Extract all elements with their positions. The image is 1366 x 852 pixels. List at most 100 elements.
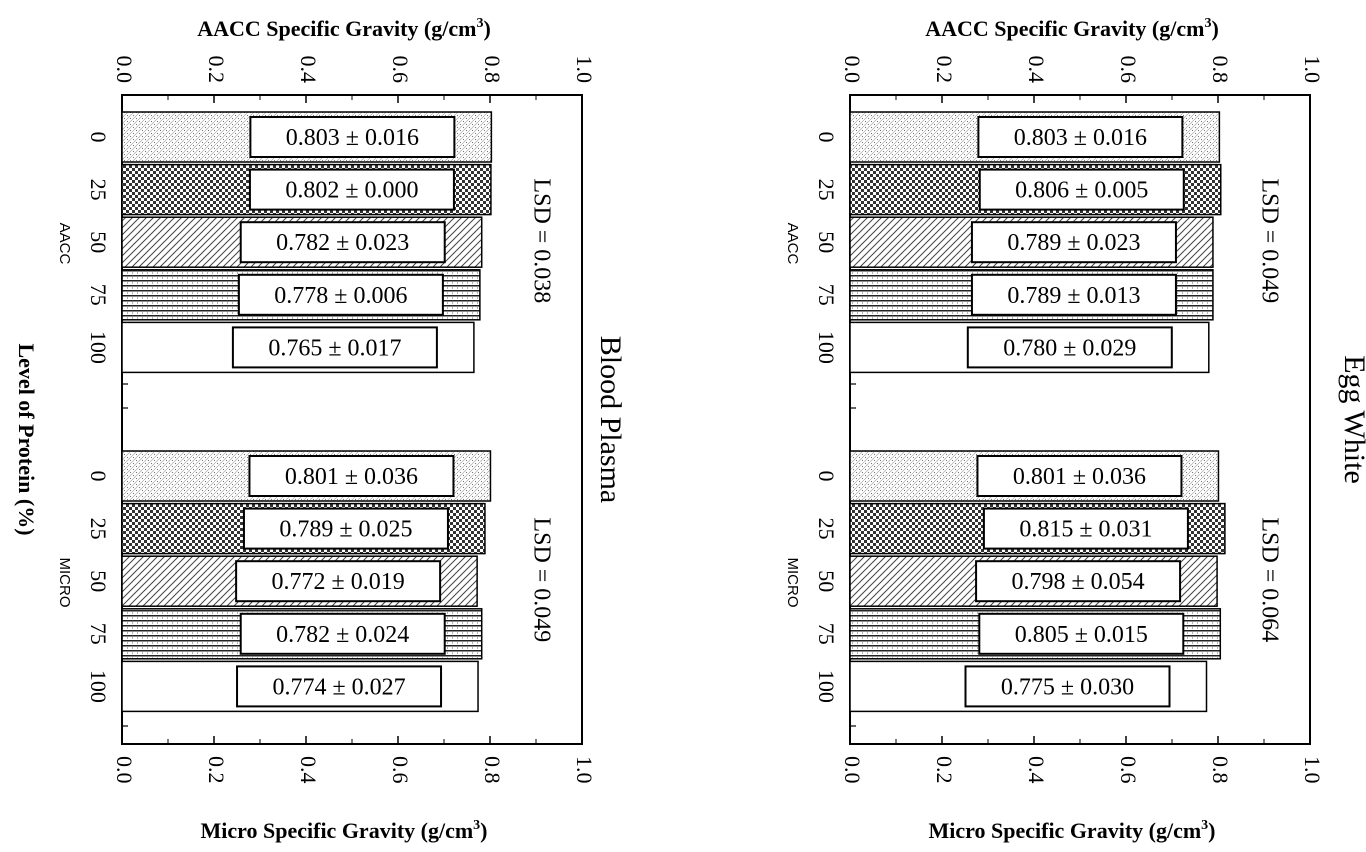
bottom-axis-title: Micro Specific Gravity (g/cm3)	[201, 818, 488, 843]
bar-value-label: 0.815 ± 0.031	[1019, 517, 1152, 543]
panel-title: Blood Plasma	[594, 336, 627, 504]
group-label: MICRO	[784, 558, 801, 608]
bar-value-label: 0.803 ± 0.016	[1014, 125, 1147, 151]
bar-value-box	[970, 273, 1177, 316]
top-axis-title: AACC Specific Gravity (g/cm3)	[197, 16, 491, 41]
tick-label-top: 1.0	[1300, 56, 1325, 84]
category-label: 100	[814, 670, 839, 703]
bar-value-label: 0.806 ± 0.005	[1015, 178, 1148, 204]
bar-value-box	[976, 455, 1183, 497]
panel-title: Egg White	[1338, 355, 1366, 484]
bar-value-label: 0.772 ± 0.019	[272, 569, 405, 595]
tick-label-bottom: 1.0	[572, 756, 597, 784]
tick-label-bottom: 0.6	[388, 756, 413, 784]
tick-label-bottom: 0.2	[932, 756, 957, 784]
group-label: MICRO	[56, 558, 73, 608]
bar-value-box	[236, 665, 443, 708]
category-label: 25	[814, 179, 839, 201]
category-label: 25	[86, 518, 111, 540]
category-label: 25	[814, 518, 839, 540]
tick-label-bottom: 0.6	[1116, 756, 1141, 784]
bar-value-box	[235, 560, 442, 603]
tick-label-top: 0.6	[388, 56, 413, 84]
category-label: 75	[86, 284, 111, 306]
y-axis-title: Level of Protein (%)	[14, 343, 39, 535]
bar-value-label: 0.782 ± 0.023	[276, 230, 409, 256]
bar-value-label: 0.780 ± 0.029	[1003, 335, 1136, 361]
bar-value-label: 0.798 ± 0.054	[1011, 569, 1144, 595]
tick-label-bottom: 0.8	[480, 756, 505, 784]
tick-label-top: 0.2	[204, 56, 229, 84]
category-label: 50	[814, 570, 839, 592]
bar-value-box	[977, 116, 1184, 158]
category-label: 0	[814, 132, 839, 143]
tick-label-bottom: 0.4	[1024, 756, 1049, 784]
bar-value-box	[248, 168, 455, 211]
category-label: 0	[814, 471, 839, 482]
tick-label-bottom: 1.0	[1300, 756, 1325, 784]
bar-value-box	[978, 168, 1185, 211]
bar-value-label: 0.802 ± 0.000	[285, 178, 418, 204]
tick-label-bottom: 0.0	[840, 756, 865, 784]
bar-value-box	[249, 116, 456, 158]
bar-value-box	[975, 560, 1182, 603]
category-label: 25	[86, 179, 111, 201]
tick-label-bottom: 0.2	[204, 756, 229, 784]
category-label: 50	[86, 570, 111, 592]
bar-value-label: 0.789 ± 0.025	[279, 517, 412, 543]
bar-value-label: 0.765 ± 0.017	[268, 335, 401, 361]
tick-label-top: 1.0	[572, 56, 597, 84]
bar-value-label: 0.774 ± 0.027	[272, 674, 405, 700]
tick-label-top: 0.6	[1116, 56, 1141, 84]
top-axis-title: AACC Specific Gravity (g/cm3)	[925, 16, 1219, 41]
bar-value-label: 0.803 ± 0.016	[286, 125, 419, 151]
bar-value-box	[239, 221, 446, 264]
tick-label-top: 0.4	[1024, 56, 1049, 84]
bar-value-label: 0.801 ± 0.036	[1013, 464, 1146, 490]
bar-value-label: 0.775 ± 0.030	[1001, 674, 1134, 700]
group-label: AACC	[784, 223, 801, 265]
tick-label-top: 0.4	[296, 56, 321, 84]
tick-label-top: 0.0	[840, 56, 865, 84]
tick-label-bottom: 0.8	[1208, 756, 1233, 784]
bar-value-box	[970, 221, 1177, 264]
bar-value-label: 0.789 ± 0.023	[1007, 230, 1140, 256]
tick-label-top: 0.8	[1208, 56, 1233, 84]
lsd-annotation: LSD = 0.049	[528, 517, 554, 642]
category-label: 100	[86, 331, 111, 364]
bar-value-label: 0.805 ± 0.015	[1015, 622, 1148, 648]
bar-value-label: 0.782 ± 0.024	[276, 622, 409, 648]
category-label: 75	[814, 284, 839, 306]
category-label: 75	[86, 623, 111, 645]
lsd-annotation: LSD = 0.049	[1256, 178, 1282, 303]
bar-value-box	[978, 612, 1185, 655]
category-label: 50	[86, 231, 111, 253]
tick-label-bottom: 0.4	[296, 756, 321, 784]
bar-value-box	[231, 326, 438, 369]
group-label: AACC	[56, 223, 73, 265]
bottom-axis-title: Micro Specific Gravity (g/cm3)	[929, 818, 1216, 843]
category-label: 75	[814, 623, 839, 645]
tick-label-bottom: 0.0	[112, 756, 137, 784]
category-label: 0	[86, 132, 111, 143]
bar-value-box	[248, 455, 455, 497]
bar-value-box	[237, 273, 444, 316]
bar-value-label: 0.789 ± 0.013	[1007, 283, 1140, 309]
bar-value-label: 0.801 ± 0.036	[285, 464, 418, 490]
tick-label-top: 0.8	[480, 56, 505, 84]
lsd-annotation: LSD = 0.064	[1256, 517, 1282, 642]
tick-label-top: 0.2	[932, 56, 957, 84]
category-label: 50	[814, 231, 839, 253]
bar-value-label: 0.778 ± 0.006	[274, 283, 407, 309]
category-label: 100	[814, 331, 839, 364]
bar-value-box	[982, 507, 1189, 550]
bar-value-box	[242, 507, 449, 550]
bar-value-box	[964, 665, 1171, 708]
lsd-annotation: LSD = 0.038	[528, 178, 554, 303]
bar-value-box	[966, 326, 1173, 369]
bar-value-box	[239, 612, 446, 655]
category-label: 100	[86, 670, 111, 703]
category-label: 0	[86, 471, 111, 482]
tick-label-top: 0.0	[112, 56, 137, 84]
